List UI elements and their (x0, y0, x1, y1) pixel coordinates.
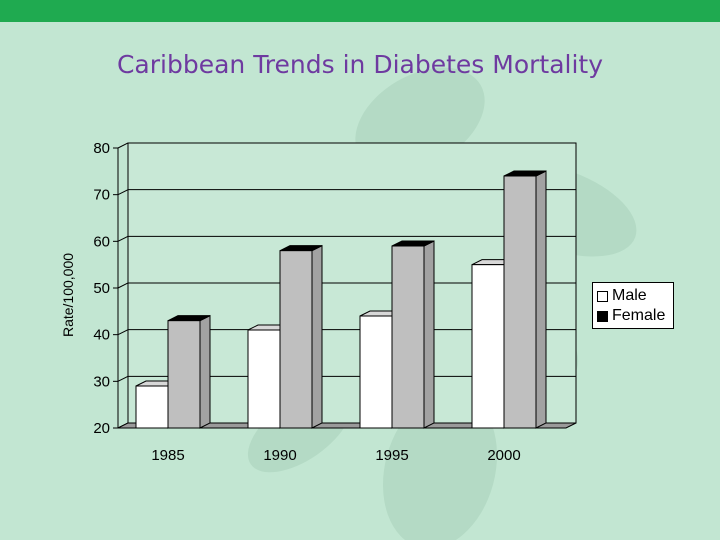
legend-swatch-female (597, 310, 608, 322)
y-tick-label: 60 (93, 233, 110, 250)
y-axis-label: Rate/100,000 (60, 253, 76, 337)
y-tick-label: 30 (93, 373, 110, 390)
y-tick-label: 70 (93, 187, 110, 204)
bar-side (199, 314, 211, 429)
x-tick-label-2000: 2000 (487, 447, 520, 464)
bar-front (503, 175, 537, 429)
bar-front (247, 329, 281, 429)
bar-female-2000 (503, 170, 547, 429)
legend-swatch-male (597, 290, 608, 302)
gridline-depth (117, 329, 129, 336)
bar-female-1985 (167, 314, 211, 429)
y-tick-label: 50 (93, 280, 110, 297)
y-tick-label: 20 (93, 420, 110, 437)
bar-front (279, 250, 313, 429)
bar-front (391, 245, 425, 429)
x-tick-label-1990: 1990 (263, 447, 296, 464)
x-tick-label-1995: 1995 (375, 447, 408, 464)
bar-front (167, 320, 201, 429)
y-tick-label: 80 (93, 140, 110, 157)
legend-label-male: Male (612, 287, 647, 304)
gridline-depth (117, 375, 129, 382)
legend-item-female: Female (597, 306, 673, 326)
y-axis: 20 30 40 50 60 70 80 (93, 140, 119, 437)
bar-side (535, 170, 547, 429)
bar-front (471, 264, 505, 429)
legend-label-female: Female (612, 307, 666, 324)
gridline-depth (117, 142, 129, 149)
bars (135, 170, 547, 429)
bar-side (423, 240, 435, 429)
bar-front (359, 315, 393, 429)
bar-side (311, 244, 323, 429)
bar-female-1995 (391, 240, 435, 429)
slide-title: Caribbean Trends in Diabetes Mortality (116, 50, 604, 79)
gridline-depth (117, 235, 129, 242)
bar-female-1990 (279, 244, 323, 429)
top-bar (0, 0, 720, 22)
legend: Male Female (592, 282, 674, 329)
legend-item-male: Male (597, 286, 673, 306)
gridline-depth (117, 282, 129, 289)
bar-front (135, 385, 169, 429)
x-tick-label-1985: 1985 (151, 447, 184, 464)
y-tick-label: 40 (93, 327, 110, 344)
x-axis: 1985 1990 1995 2000 (151, 447, 520, 464)
gridline-depth (117, 189, 129, 196)
